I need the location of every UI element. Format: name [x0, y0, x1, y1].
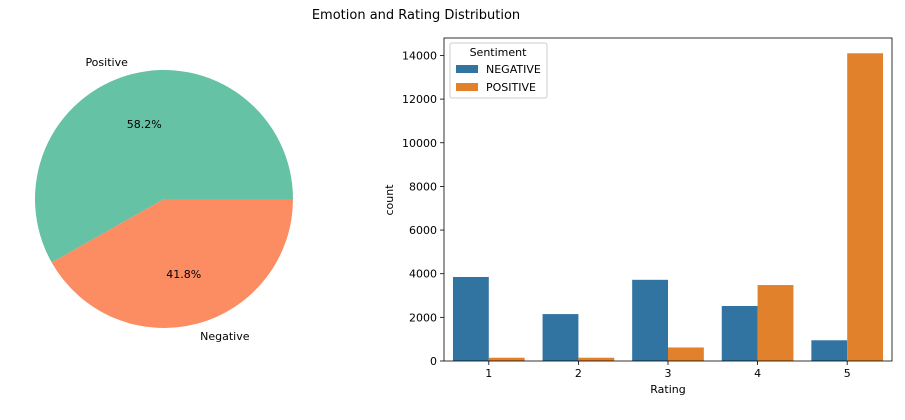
bar-positive-rating-2	[578, 357, 615, 361]
x-tick-label: 3	[665, 367, 672, 380]
y-tick-label: 0	[430, 355, 437, 368]
legend-swatch-negative	[456, 65, 478, 73]
bar-positive-rating-5	[847, 53, 884, 361]
bar-positive-rating-1	[488, 357, 525, 361]
bar-negative-rating-4	[721, 306, 758, 361]
legend-title: Sentiment	[470, 46, 528, 59]
pie-chart: Positive 58.2% Negative 41.8%	[34, 56, 294, 343]
bar-chart: 0 2000 4000 6000 8000 10000 12000 14000 1 2 3 4 5 c…	[383, 37, 893, 396]
legend-label-positive: POSITIVE	[486, 81, 536, 94]
pie-slice-negative	[51, 199, 294, 328]
pie-pct-label-negative: 41.8%	[166, 268, 201, 281]
y-tick-label: 4000	[409, 268, 437, 281]
bar-positive-rating-4	[757, 285, 794, 361]
y-axis-label: count	[383, 184, 396, 216]
pie-label-positive: Positive	[85, 56, 128, 69]
bar-group	[452, 53, 884, 361]
pie-slice-positive	[34, 69, 294, 263]
legend: Sentiment NEGATIVE POSITIVE	[449, 42, 548, 99]
y-tick-label: 10000	[402, 137, 437, 150]
bar-negative-rating-3	[632, 279, 668, 361]
y-tick-label: 14000	[402, 49, 437, 62]
bar-positive-rating-3	[668, 347, 704, 361]
bar-negative-rating-2	[542, 314, 579, 361]
x-tick-label: 1	[485, 367, 492, 380]
pie-pct-label-positive: 58.2%	[127, 118, 162, 131]
y-tick-label: 8000	[409, 180, 437, 193]
x-tick-label: 4	[754, 367, 761, 380]
x-axis-label: Rating	[650, 383, 685, 396]
figure-title: Emotion and Rating Distribution	[312, 8, 520, 23]
legend-label-negative: NEGATIVE	[486, 63, 541, 76]
x-tick-label: 5	[844, 367, 851, 380]
x-axis: 1 2 3 4 5	[485, 361, 851, 380]
x-tick-label: 2	[575, 367, 582, 380]
y-tick-label: 6000	[409, 224, 437, 237]
bar-negative-rating-1	[452, 276, 489, 361]
y-tick-label: 12000	[402, 93, 437, 106]
y-axis: 0 2000 4000 6000 8000 10000 12000 14000	[402, 49, 444, 368]
y-tick-label: 2000	[409, 311, 437, 324]
bar-negative-rating-5	[811, 340, 848, 361]
pie-label-negative: Negative	[200, 330, 250, 343]
legend-swatch-positive	[456, 83, 478, 91]
